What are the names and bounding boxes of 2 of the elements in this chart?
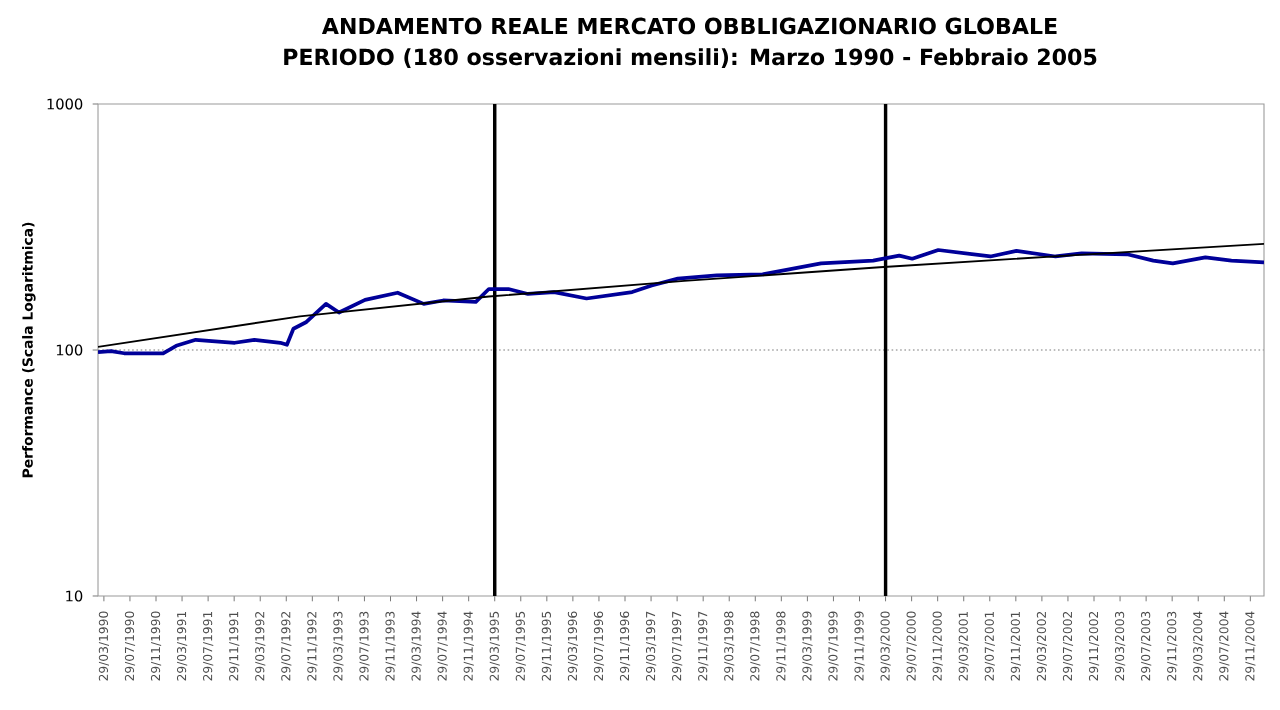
chart-subtitle: PERIODO (180 osservazioni mensili): Marzo 1990 - Febbraio 2005 <box>284 48 1097 68</box>
chart-title: ANDAMENTO REALE MERCATO OBBLIGAZIONARIO GLOBALE <box>321 17 1057 35</box>
